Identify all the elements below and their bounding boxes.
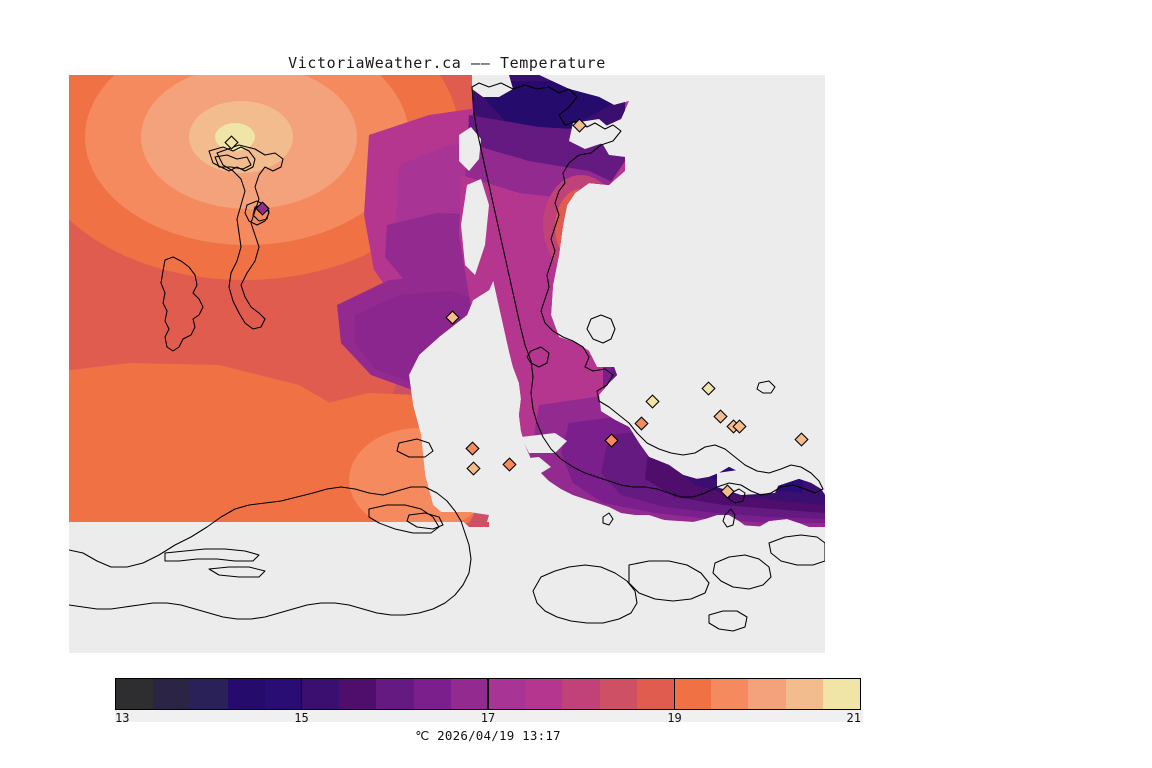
colorbar-tick: [673, 678, 676, 710]
colorbar-shadow: [115, 710, 863, 722]
colorbar-tick-label: 21: [846, 711, 861, 725]
colorbar-band: [636, 679, 675, 709]
colorbar-band: [190, 679, 228, 709]
colorbar-band: [302, 679, 340, 709]
colorbar-band: [674, 679, 712, 709]
colorbar-tick-label: 13: [115, 711, 130, 725]
colorbar-tick-label: 15: [294, 711, 309, 725]
colorbar-band: [339, 679, 377, 709]
colorbar-band: [525, 679, 563, 709]
colorbar-band: [450, 679, 489, 709]
colorbar-band: [488, 679, 526, 709]
colorbar-tick: [487, 678, 489, 710]
colorbar-band: [711, 679, 749, 709]
colorbar-band: [227, 679, 265, 709]
colorbar[interactable]: 13 15 17 19 21: [115, 678, 861, 725]
coastline-outlines: [69, 82, 825, 632]
colorbar-tick-label: 19: [667, 711, 682, 725]
colorbar-band: [413, 679, 451, 709]
map-plot-area[interactable]: [69, 75, 825, 653]
colorbar-band: [599, 679, 637, 709]
colorbar-band: [785, 679, 823, 709]
colorbar-band: [822, 679, 861, 709]
colorbar-band: [264, 679, 303, 709]
coast-mask: [69, 75, 825, 653]
colorbar-tick: [300, 678, 303, 710]
temperature-contour-map: [69, 75, 825, 653]
colorbar-band: [116, 679, 154, 709]
colorbar-band: [562, 679, 600, 709]
colorbar-band: [376, 679, 414, 709]
colorbar-band: [748, 679, 786, 709]
colorbar-caption: ℃ 2026/04/19 13:17: [415, 728, 561, 743]
page-title: VictoriaWeather.ca —— Temperature: [288, 54, 606, 72]
colorbar-band: [153, 679, 191, 709]
station-markers[interactable]: [224, 118, 809, 499]
colorbar-tick-label: 17: [480, 711, 496, 725]
